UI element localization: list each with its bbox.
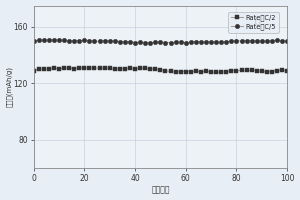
- Rate：C/2: [118, 68, 122, 70]
- Rate：C/2: [285, 69, 289, 72]
- Line: Rate：C/5: Rate：C/5: [32, 38, 290, 45]
- Rate：C/5: [113, 40, 117, 42]
- Rate：C/5: [209, 41, 213, 43]
- Rate：C/5: [118, 40, 122, 43]
- Rate：C/2: [82, 67, 86, 69]
- Rate：C/2: [32, 69, 35, 72]
- Rate：C/5: [32, 40, 35, 42]
- Rate：C/2: [280, 69, 284, 72]
- Rate：C/5: [93, 40, 96, 42]
- Rate：C/2: [93, 67, 96, 70]
- Rate：C/5: [184, 42, 188, 44]
- Rate：C/2: [113, 68, 117, 70]
- Rate：C/2: [220, 71, 223, 74]
- X-axis label: 循环次数: 循环次数: [151, 185, 170, 194]
- Text: b: b: [254, 17, 261, 27]
- Rate：C/5: [280, 39, 284, 42]
- Rate：C/5: [285, 40, 289, 42]
- Rate：C/2: [204, 70, 208, 73]
- Rate：C/5: [224, 41, 228, 43]
- Y-axis label: 比容量(mAh/g): 比容量(mAh/g): [6, 66, 12, 107]
- Line: Rate：C/2: Rate：C/2: [32, 66, 289, 74]
- Legend: Rate：C/2, Rate：C/5: Rate：C/2, Rate：C/5: [228, 12, 279, 33]
- Rate：C/2: [224, 70, 228, 73]
- Rate：C/5: [52, 39, 56, 41]
